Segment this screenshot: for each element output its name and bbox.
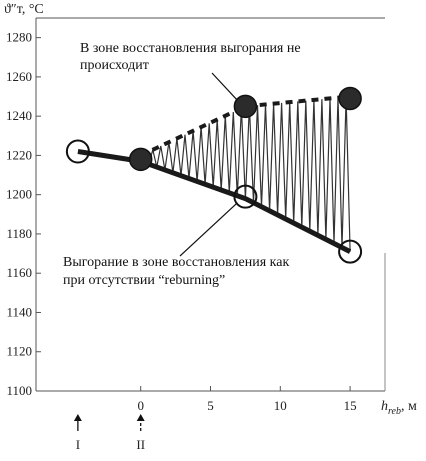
annotation-text-line: Выгорание в зоне восстановления как — [63, 255, 289, 270]
y-tick-label: 1100 — [6, 383, 32, 398]
y-tick-label: 1160 — [6, 265, 32, 280]
y-tick-label: 1200 — [6, 187, 32, 202]
series-line-upper — [139, 94, 351, 158]
open-circle-marker — [65, 139, 90, 164]
annotation-text-line: при отсутствии “reburning” — [63, 273, 225, 288]
filled-circle-marker — [128, 147, 153, 172]
annotation-text-line: происходит — [80, 58, 149, 73]
zone-label: I — [76, 437, 80, 452]
open-circle-marker — [233, 184, 258, 209]
x-tick-label: 15 — [344, 398, 357, 413]
open-circle-marker — [338, 239, 363, 264]
zone-label: II — [136, 437, 145, 452]
y-tick-label: 1280 — [6, 30, 32, 45]
annotation-pointer-line — [179, 203, 237, 257]
series-line-lower — [77, 149, 352, 254]
y-tick-label: 1140 — [6, 304, 32, 319]
x-axis-label: hreb, м — [381, 399, 417, 417]
y-tick-label: 1120 — [6, 344, 32, 359]
y-axis-label: ϑ″т, °C — [4, 2, 44, 17]
annotation-text-line: В зоне восстановления выгорания не — [80, 41, 301, 56]
x-tick-label: 10 — [274, 398, 287, 413]
x-tick-label: 5 — [207, 398, 214, 413]
y-tick-label: 1220 — [6, 147, 32, 162]
y-tick-label: 1180 — [6, 226, 32, 241]
zone-arrow-head — [73, 414, 82, 421]
y-tick-label: 1260 — [6, 69, 32, 84]
annotation-pointer-line — [211, 72, 238, 101]
x-tick-label: 0 — [137, 398, 144, 413]
zone-arrow-head — [136, 414, 145, 421]
filled-circle-marker — [338, 86, 362, 111]
filled-circle-marker — [233, 94, 258, 119]
y-tick-label: 1240 — [6, 108, 32, 123]
